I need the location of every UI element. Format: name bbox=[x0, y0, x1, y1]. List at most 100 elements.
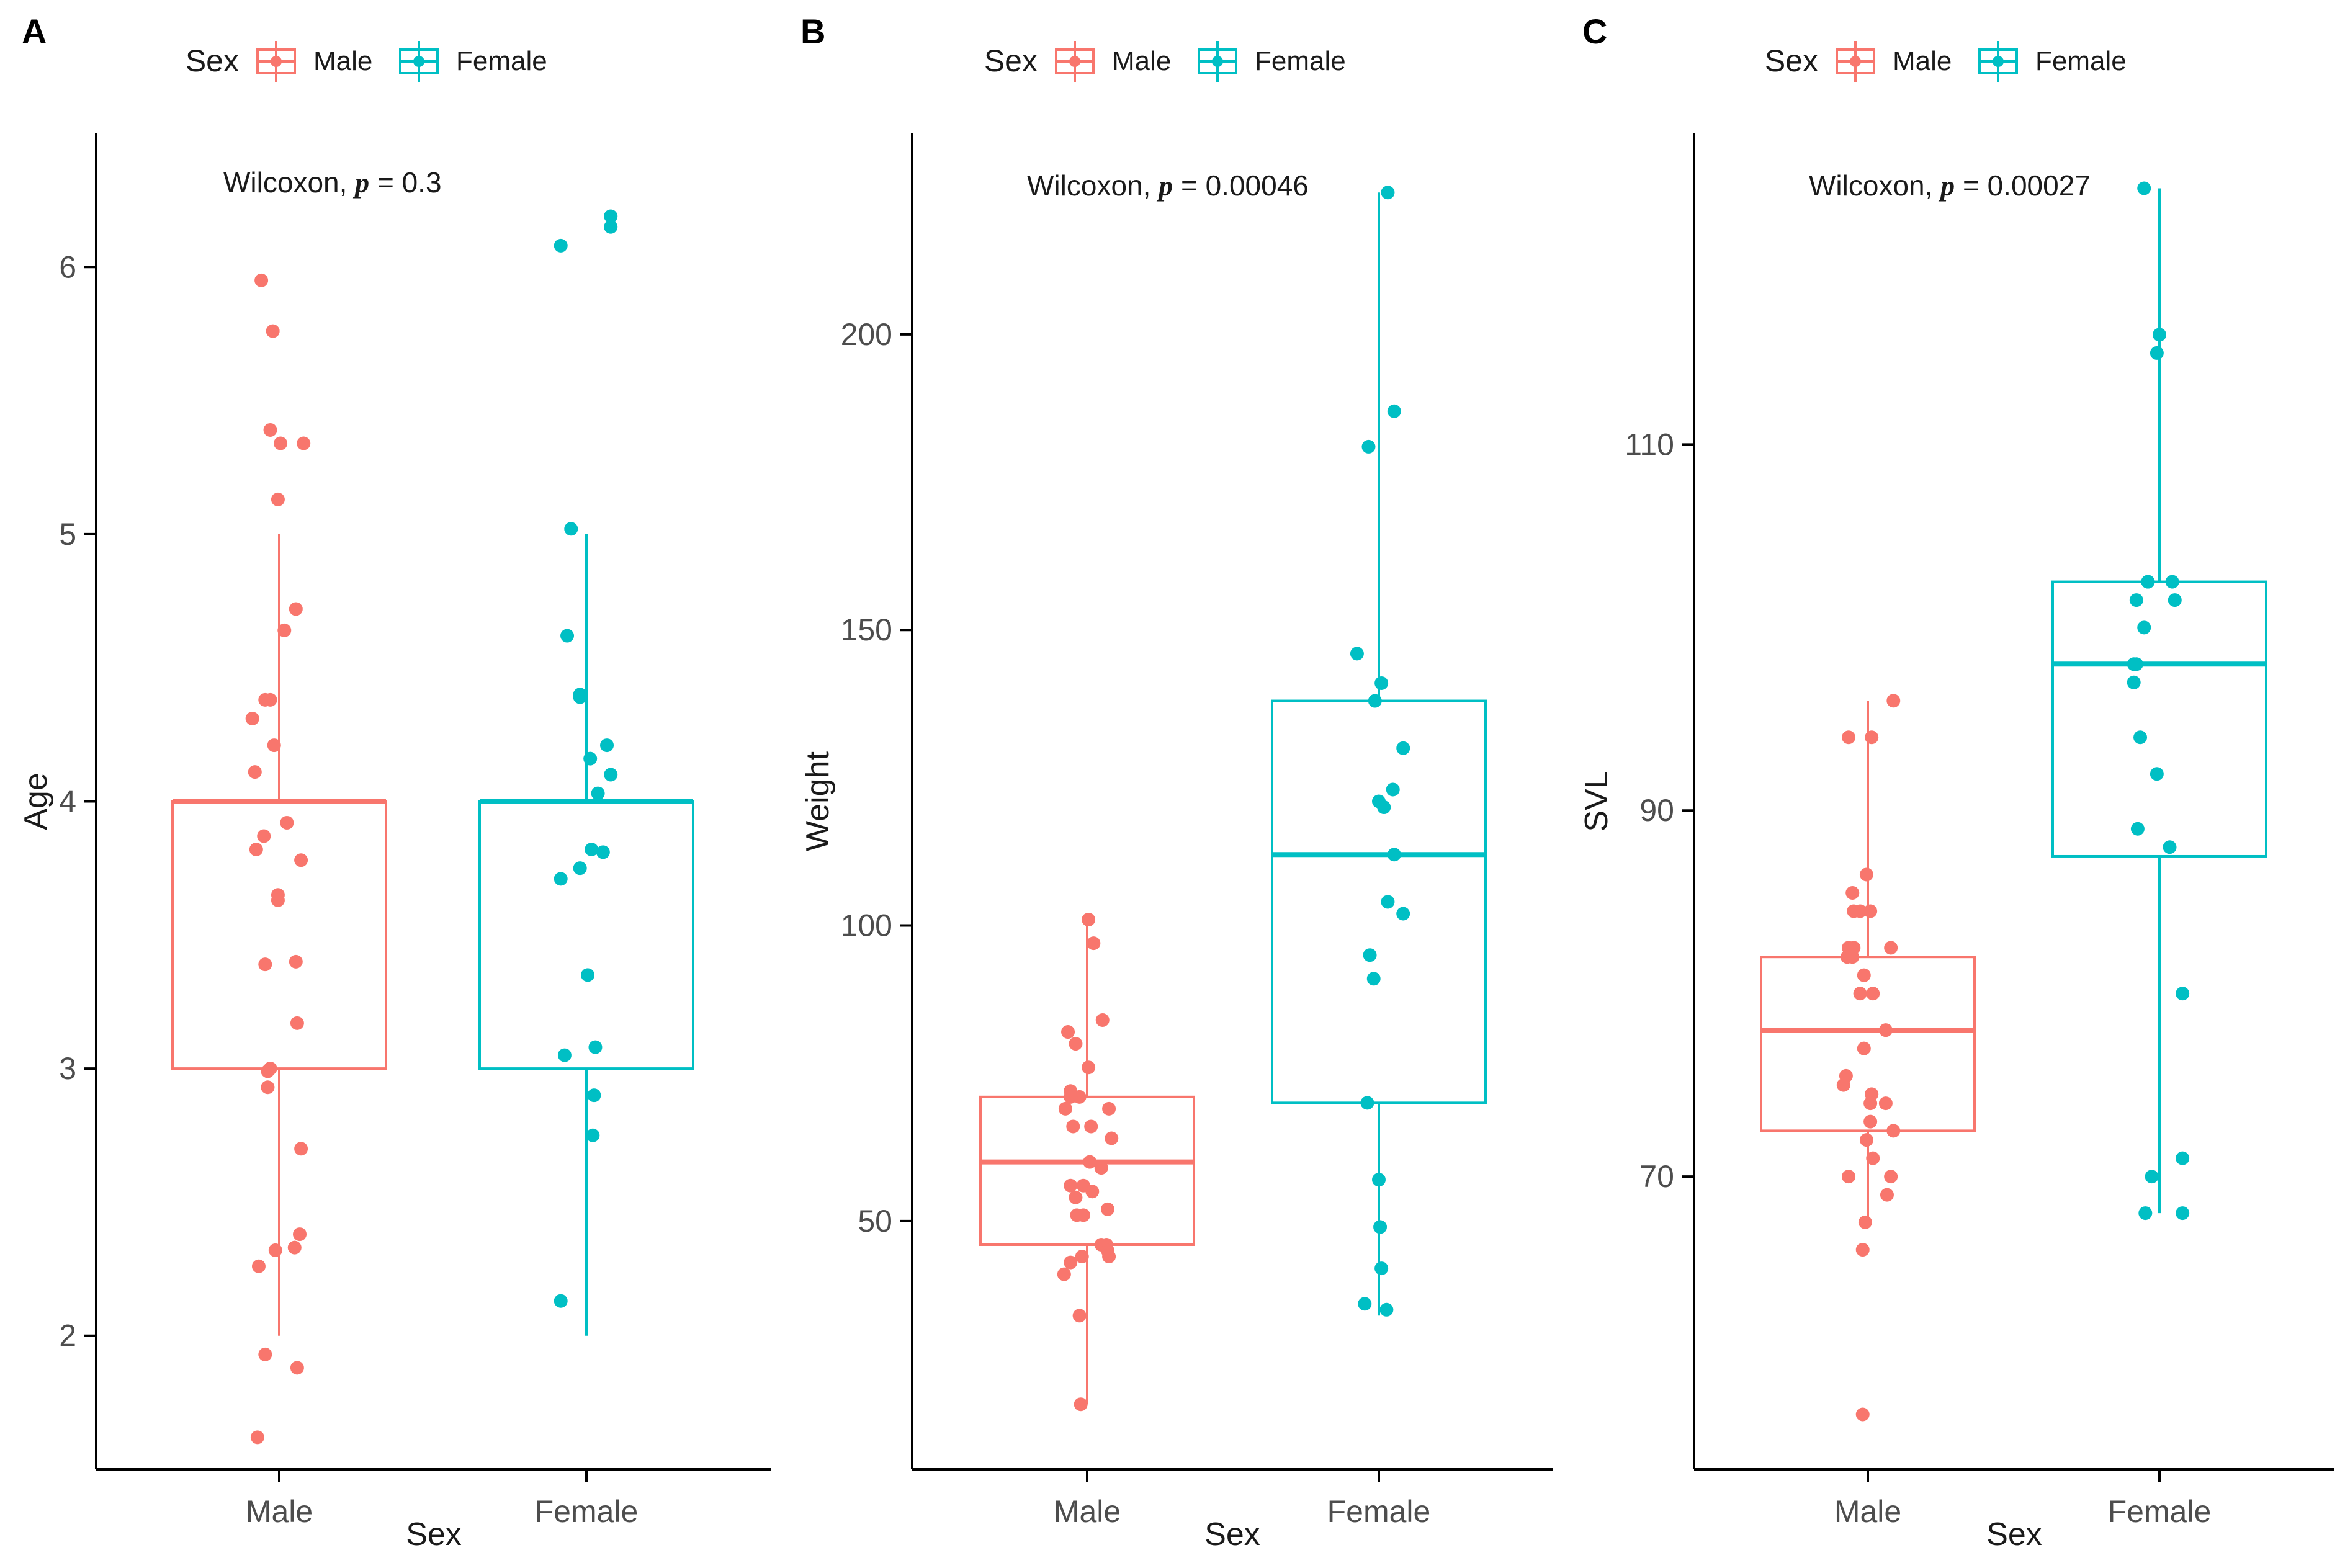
data-point bbox=[1855, 1243, 1870, 1257]
data-point bbox=[1379, 1302, 1394, 1317]
wilcoxon-annotation: Wilcoxon, p = 0.3 bbox=[223, 166, 442, 199]
data-point bbox=[1094, 1161, 1108, 1175]
data-point bbox=[1855, 1407, 1870, 1422]
y-tick-label: 200 bbox=[841, 317, 892, 352]
data-point bbox=[1061, 1025, 1075, 1039]
data-point bbox=[1363, 948, 1377, 962]
y-tick-label: 50 bbox=[858, 1204, 892, 1239]
data-point bbox=[1072, 1309, 1087, 1323]
box-iqr bbox=[1271, 699, 1487, 1104]
data-point bbox=[573, 690, 587, 704]
legend-title: Sex bbox=[186, 43, 239, 78]
data-point bbox=[2163, 840, 2177, 854]
panel-b: B Sex Male Female 50 100 150 200 Male Female Sex We… bbox=[800, 12, 1553, 1552]
data-point bbox=[289, 954, 303, 969]
legend: Sex Male Female bbox=[1765, 41, 2127, 82]
data-point bbox=[1880, 1188, 1894, 1202]
data-point bbox=[277, 623, 292, 637]
data-point bbox=[600, 738, 614, 753]
x-axis-title: Sex bbox=[1986, 1516, 2042, 1552]
data-point bbox=[250, 1430, 264, 1445]
x-axis-title: Sex bbox=[1204, 1516, 1260, 1552]
points-female bbox=[1350, 186, 1410, 1317]
data-point bbox=[1886, 1124, 1901, 1138]
y-tick-label: 6 bbox=[59, 249, 76, 284]
legend-key-female bbox=[399, 41, 439, 82]
legend-point-glyph bbox=[1993, 56, 2004, 67]
data-point bbox=[254, 273, 269, 287]
data-point bbox=[1069, 1037, 1083, 1051]
legend-point-glyph bbox=[1069, 56, 1080, 67]
data-point bbox=[1845, 885, 1860, 900]
data-point bbox=[554, 872, 568, 886]
data-point bbox=[1884, 941, 1898, 955]
data-point bbox=[1878, 1096, 1893, 1111]
data-point bbox=[1360, 1096, 1374, 1110]
data-point bbox=[2137, 181, 2151, 195]
data-point bbox=[1396, 741, 1410, 755]
legend-label-female: Female bbox=[456, 46, 547, 76]
data-point bbox=[1069, 1190, 1083, 1204]
panel-label: C bbox=[1582, 12, 1607, 51]
data-point bbox=[289, 602, 303, 616]
x-tick-label: Male bbox=[1054, 1494, 1121, 1529]
data-point bbox=[2127, 657, 2141, 671]
data-point bbox=[271, 492, 285, 506]
y-tick-label: 90 bbox=[1639, 793, 1674, 828]
data-point bbox=[290, 1016, 304, 1030]
box-female bbox=[478, 534, 694, 1336]
annotation-p-value: = 0.3 bbox=[369, 166, 441, 199]
data-point bbox=[573, 861, 587, 876]
data-point bbox=[2137, 620, 2151, 635]
legend-point-glyph bbox=[1212, 56, 1223, 67]
data-point bbox=[587, 1088, 601, 1103]
data-point bbox=[1857, 1041, 1871, 1055]
data-point bbox=[1859, 1133, 1873, 1147]
data-point bbox=[294, 853, 308, 867]
data-point bbox=[2150, 346, 2164, 360]
data-point bbox=[290, 1361, 304, 1375]
data-point bbox=[1387, 404, 1401, 418]
points-male bbox=[1836, 694, 1901, 1422]
data-point bbox=[1381, 186, 1395, 200]
data-point bbox=[266, 324, 280, 338]
data-point bbox=[267, 738, 281, 753]
box-iqr bbox=[979, 1095, 1195, 1246]
data-point bbox=[604, 220, 618, 234]
data-point bbox=[586, 1128, 600, 1142]
data-point bbox=[1372, 1173, 1386, 1187]
data-point bbox=[604, 768, 618, 782]
data-point bbox=[1373, 1220, 1388, 1234]
box-female bbox=[1271, 192, 1487, 1316]
data-point bbox=[258, 1347, 272, 1361]
data-point bbox=[1361, 439, 1376, 454]
data-point bbox=[1863, 1114, 1878, 1129]
data-point bbox=[2141, 575, 2155, 589]
legend-label-male: Male bbox=[1893, 46, 1952, 76]
x-tick-label: Male bbox=[246, 1494, 313, 1529]
data-point bbox=[1083, 1155, 1097, 1169]
x-tick-label: Female bbox=[535, 1494, 639, 1529]
data-point bbox=[1374, 676, 1389, 690]
data-point bbox=[2168, 593, 2182, 607]
data-point bbox=[1074, 1397, 1088, 1412]
data-point bbox=[248, 765, 262, 779]
y-tick-label: 110 bbox=[1625, 427, 1674, 462]
box-female bbox=[2051, 188, 2267, 1214]
data-point bbox=[1865, 730, 1879, 745]
data-point bbox=[1842, 1170, 1856, 1184]
data-point bbox=[2176, 987, 2190, 1001]
box-iqr bbox=[1760, 956, 1976, 1132]
data-point bbox=[1866, 987, 1880, 1001]
data-point bbox=[1066, 1119, 1080, 1134]
data-point bbox=[2165, 575, 2179, 589]
legend-title: Sex bbox=[1765, 43, 1818, 78]
data-point bbox=[560, 629, 575, 643]
annotation-p-value: = 0.00046 bbox=[1173, 169, 1309, 202]
data-point bbox=[1084, 1119, 1098, 1134]
data-point bbox=[251, 1259, 266, 1273]
data-point bbox=[1358, 1297, 1372, 1311]
legend: Sex Male Female bbox=[984, 41, 1346, 82]
data-point bbox=[1886, 694, 1901, 708]
y-tick-label: 5 bbox=[59, 517, 76, 552]
